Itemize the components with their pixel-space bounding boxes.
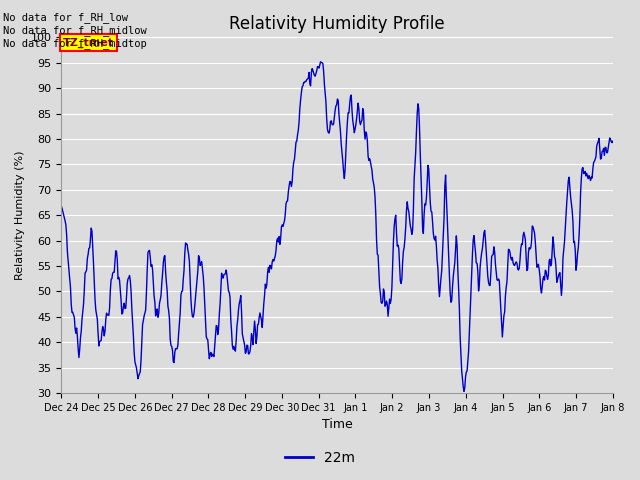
X-axis label: Time: Time bbox=[322, 419, 353, 432]
Text: No data for f_RH_low: No data for f_RH_low bbox=[3, 12, 128, 23]
Text: No data for f_RH_midtop: No data for f_RH_midtop bbox=[3, 38, 147, 49]
Legend: 22m: 22m bbox=[280, 445, 360, 471]
Text: TZ_tmet: TZ_tmet bbox=[63, 37, 114, 48]
Title: Relativity Humidity Profile: Relativity Humidity Profile bbox=[229, 15, 445, 33]
Y-axis label: Relativity Humidity (%): Relativity Humidity (%) bbox=[15, 150, 25, 280]
Text: No data for f_RH_midlow: No data for f_RH_midlow bbox=[3, 25, 147, 36]
